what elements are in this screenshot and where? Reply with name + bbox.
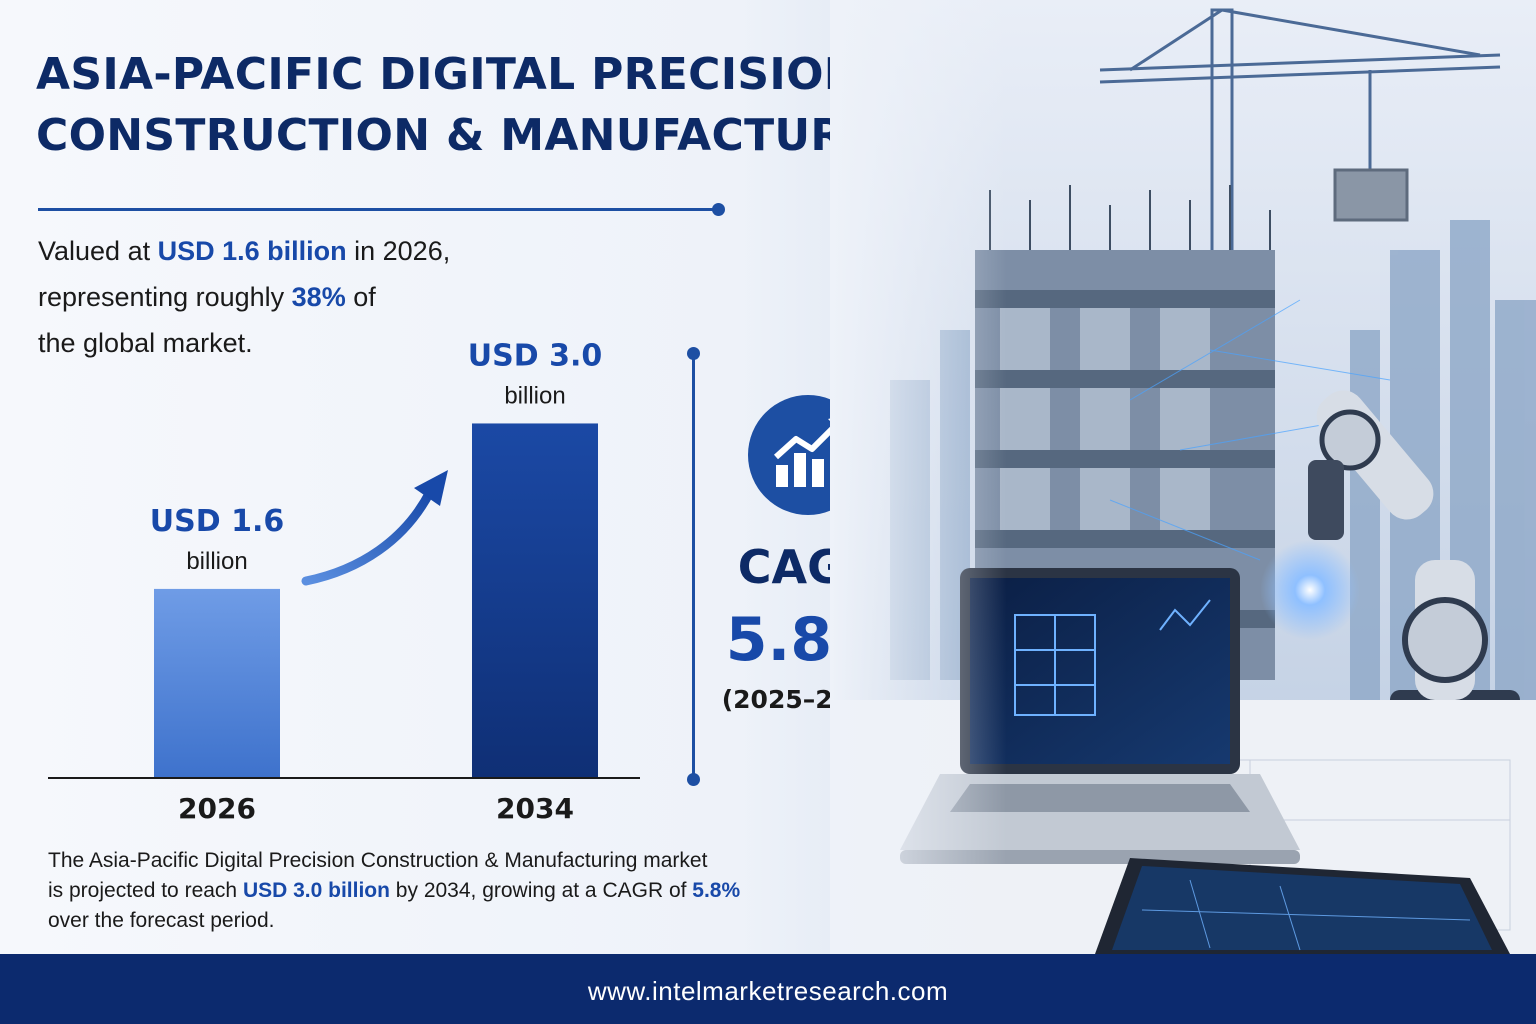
summary-text-part: over the forecast period. [48, 909, 275, 932]
bar-value-label: USD 1.6 [150, 504, 284, 539]
x-tick-label: 2026 [178, 792, 256, 825]
summary-highlight-value: USD 3.0 billion [242, 879, 390, 902]
summary-text-part: The Asia-Pacific Digital Precision Const… [48, 849, 708, 872]
intro-text-part: Valued at [38, 236, 158, 266]
growth-arrow-head [414, 470, 448, 506]
market-size-bar-chart: USD 1.6 billion USD 3.0 billion 2026 2034 [48, 338, 640, 825]
growth-arrow [301, 487, 435, 586]
bar-2034 [472, 423, 598, 778]
bar-2026 [154, 588, 280, 778]
summary-text: The Asia-Pacific Digital Precision Const… [48, 846, 848, 936]
intro-highlight-value: USD 1.6 billion [157, 236, 347, 266]
bar-value-unit: billion [504, 382, 565, 409]
summary-text-part: is projected to reach [48, 879, 243, 902]
x-tick-labels-group: 2026 2034 [178, 792, 574, 825]
value-labels-group: USD 1.6 billion USD 3.0 billion [150, 338, 602, 574]
vertical-divider [692, 353, 695, 781]
bar-value-unit: billion [186, 548, 247, 575]
footer-bar: www.intelmarketresearch.com [0, 954, 1536, 1024]
vertical-divider-dot-bottom [687, 773, 700, 786]
title-line-1: ASIA-PACIFIC DIGITAL PRECISION [36, 49, 861, 100]
x-tick-label: 2034 [496, 792, 574, 825]
bar-value-label: USD 3.0 [468, 338, 602, 373]
intro-text-part: in 2026, [346, 236, 451, 266]
summary-text-part: by 2034, growing at a CAGR of [389, 879, 693, 902]
bars-group [154, 423, 598, 778]
vertical-divider-dot-top [687, 347, 700, 360]
intro-text-part: representing roughly [38, 282, 292, 312]
intro-text: Valued at USD 1.6 billion in 2026, repre… [38, 228, 558, 366]
intro-highlight-share: 38% [291, 282, 346, 312]
construction-illustration [830, 0, 1536, 954]
title-divider [38, 208, 718, 211]
summary-highlight-cagr: 5.8% [692, 879, 741, 902]
intro-text-part: of [345, 282, 376, 312]
website-link[interactable]: www.intelmarketresearch.com [587, 976, 949, 1006]
title-divider-dot [712, 203, 725, 216]
intro-text-part: the global market. [38, 328, 253, 358]
